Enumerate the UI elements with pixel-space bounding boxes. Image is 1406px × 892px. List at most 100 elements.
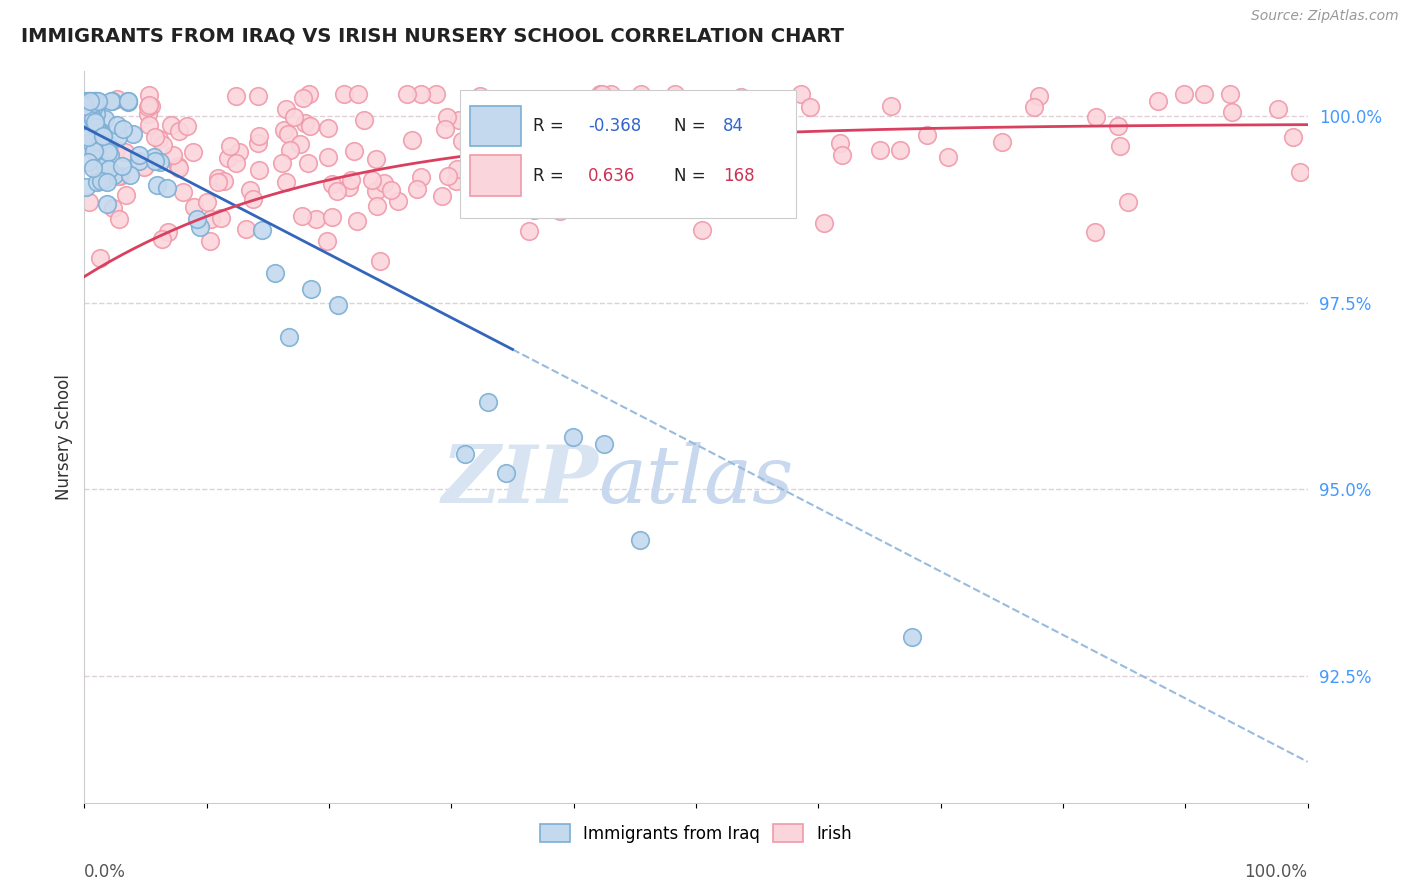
Point xyxy=(364,153,387,167)
Point xyxy=(288,136,311,151)
Point xyxy=(1085,111,1108,125)
Point xyxy=(520,186,543,201)
Point xyxy=(209,211,232,225)
Point xyxy=(82,97,104,112)
Point xyxy=(478,179,501,194)
Point xyxy=(145,130,167,145)
Point xyxy=(589,87,612,101)
Point xyxy=(183,200,205,214)
Point xyxy=(100,94,122,108)
Point xyxy=(188,220,211,235)
Point xyxy=(84,120,107,134)
Point xyxy=(277,127,299,141)
Point xyxy=(87,135,110,149)
Point xyxy=(77,94,100,108)
Point xyxy=(1084,225,1107,239)
Point xyxy=(97,137,120,152)
Point xyxy=(98,161,121,176)
Point xyxy=(84,107,107,121)
Point xyxy=(247,136,270,150)
Point xyxy=(134,159,156,173)
Point xyxy=(613,111,636,125)
Text: 168: 168 xyxy=(723,167,755,185)
Point xyxy=(346,213,368,227)
Point xyxy=(83,115,105,129)
Point xyxy=(326,184,349,198)
Point xyxy=(583,128,606,143)
Point xyxy=(276,176,298,190)
Point xyxy=(342,144,364,158)
Point xyxy=(305,212,328,227)
Point xyxy=(628,533,651,548)
Point xyxy=(938,150,960,164)
Point xyxy=(207,175,229,189)
Point xyxy=(143,150,166,164)
Text: 84: 84 xyxy=(723,117,744,136)
Point xyxy=(94,147,117,161)
Point xyxy=(117,95,139,110)
Point xyxy=(1028,88,1050,103)
Point xyxy=(278,329,301,343)
Point xyxy=(657,119,679,133)
Point xyxy=(294,115,316,129)
Point xyxy=(339,173,361,187)
Point xyxy=(87,95,110,110)
Point xyxy=(316,234,339,248)
Point xyxy=(316,120,339,135)
Point xyxy=(1219,87,1241,101)
Point xyxy=(550,204,572,219)
Point xyxy=(73,94,96,108)
Point xyxy=(86,176,108,190)
Point xyxy=(91,128,114,143)
Point xyxy=(668,128,690,142)
Point xyxy=(273,123,295,137)
Point xyxy=(83,144,105,158)
Point xyxy=(270,156,292,170)
Point xyxy=(564,136,586,150)
Point xyxy=(406,182,429,196)
Point xyxy=(366,199,388,213)
Text: atlas: atlas xyxy=(598,442,793,520)
Point xyxy=(80,135,103,149)
Point xyxy=(450,134,472,148)
Point xyxy=(235,222,257,236)
Point xyxy=(93,160,115,174)
Point xyxy=(218,138,240,153)
Point xyxy=(326,298,349,312)
Point xyxy=(592,113,614,128)
Point xyxy=(186,211,208,226)
Point xyxy=(449,112,471,127)
Point xyxy=(107,130,129,145)
Text: N =: N = xyxy=(673,167,706,185)
Point xyxy=(79,94,101,108)
Point xyxy=(146,178,169,192)
Point xyxy=(167,124,190,138)
Point xyxy=(347,87,370,101)
Text: Source: ZipAtlas.com: Source: ZipAtlas.com xyxy=(1251,9,1399,23)
Point xyxy=(454,447,477,461)
Point xyxy=(84,143,107,157)
Point xyxy=(495,466,517,480)
Point xyxy=(789,87,811,101)
Point xyxy=(77,194,100,209)
Point xyxy=(167,161,190,176)
Point xyxy=(225,155,247,169)
Point xyxy=(1220,104,1243,119)
Point xyxy=(562,430,585,444)
Point xyxy=(247,89,270,103)
Point xyxy=(138,88,160,103)
Point xyxy=(197,195,219,210)
Point xyxy=(90,125,112,139)
Point xyxy=(1107,119,1129,133)
Point xyxy=(75,180,97,194)
Point xyxy=(77,101,100,115)
Point xyxy=(90,174,112,188)
Point xyxy=(84,94,107,108)
Point xyxy=(337,180,360,194)
Point xyxy=(591,87,613,101)
Point xyxy=(138,118,160,132)
Point xyxy=(136,107,159,121)
Point xyxy=(1109,138,1132,153)
Point xyxy=(799,100,821,114)
Point xyxy=(536,99,558,113)
